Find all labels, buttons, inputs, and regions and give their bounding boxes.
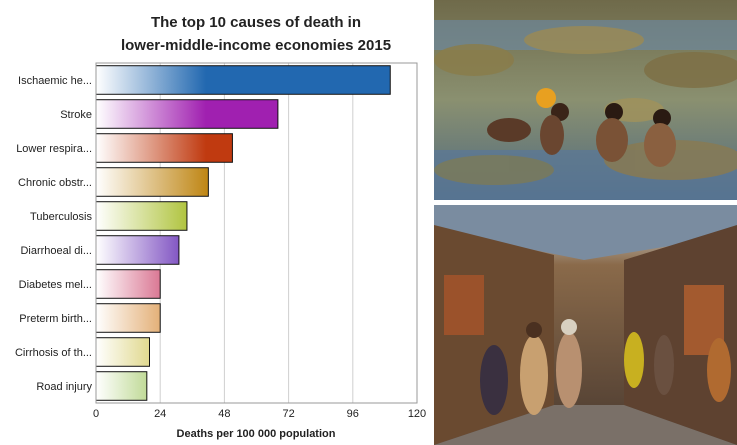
x-tick-label: 48 (218, 408, 230, 420)
category-label: Diarrhoeal di... (20, 245, 92, 257)
category-label: Road injury (36, 381, 92, 393)
x-tick-label: 120 (408, 408, 426, 420)
category-label: Diabetes mel... (19, 279, 92, 291)
plot-frame (95, 62, 418, 404)
photo-polluted-river (434, 0, 737, 200)
bar[interactable] (95, 235, 180, 265)
x-tick-label: 72 (282, 408, 294, 420)
bar[interactable] (95, 371, 148, 401)
x-tick-label: 24 (154, 408, 166, 420)
category-label: Cirrhosis of th... (15, 347, 92, 359)
chart-title-line-1: The top 10 causes of death in (151, 14, 361, 31)
category-label: Ischaemic he... (18, 75, 92, 87)
photo-people-bathing-in-polluted-river (434, 0, 737, 200)
bar-layer (95, 65, 391, 401)
bar[interactable] (95, 303, 161, 333)
category-label: Chronic obstr... (18, 177, 92, 189)
bar[interactable] (95, 337, 150, 367)
category-label: Preterm birth... (19, 313, 92, 325)
chart-panel: The top 10 causes of death in lower-midd… (14, 14, 427, 440)
x-tick-label: 0 (93, 408, 99, 420)
photo-divider (434, 200, 737, 205)
photo-market-street (434, 205, 737, 445)
x-tick-labels: 0 24 48 72 96 120 (93, 408, 426, 420)
bar[interactable] (95, 269, 161, 299)
bar[interactable] (95, 167, 209, 197)
bar[interactable] (95, 201, 188, 231)
bar[interactable] (95, 65, 391, 95)
photo-crowded-market-street (434, 205, 737, 445)
bar[interactable] (95, 99, 279, 129)
category-labels: Ischaemic he... Stroke Lower respira... Chr… (15, 75, 93, 393)
category-label: Tuberculosis (30, 211, 92, 223)
x-tick-label: 96 (347, 408, 359, 420)
chart-title-line-2: lower-middle-income economies 2015 (121, 37, 391, 54)
x-axis-label: Deaths per 100 000 population (177, 428, 336, 440)
category-label: Lower respira... (16, 143, 92, 155)
bar-chart: The top 10 causes of death in lower-midd… (15, 14, 426, 440)
bar[interactable] (95, 133, 233, 163)
category-label: Stroke (60, 109, 92, 121)
